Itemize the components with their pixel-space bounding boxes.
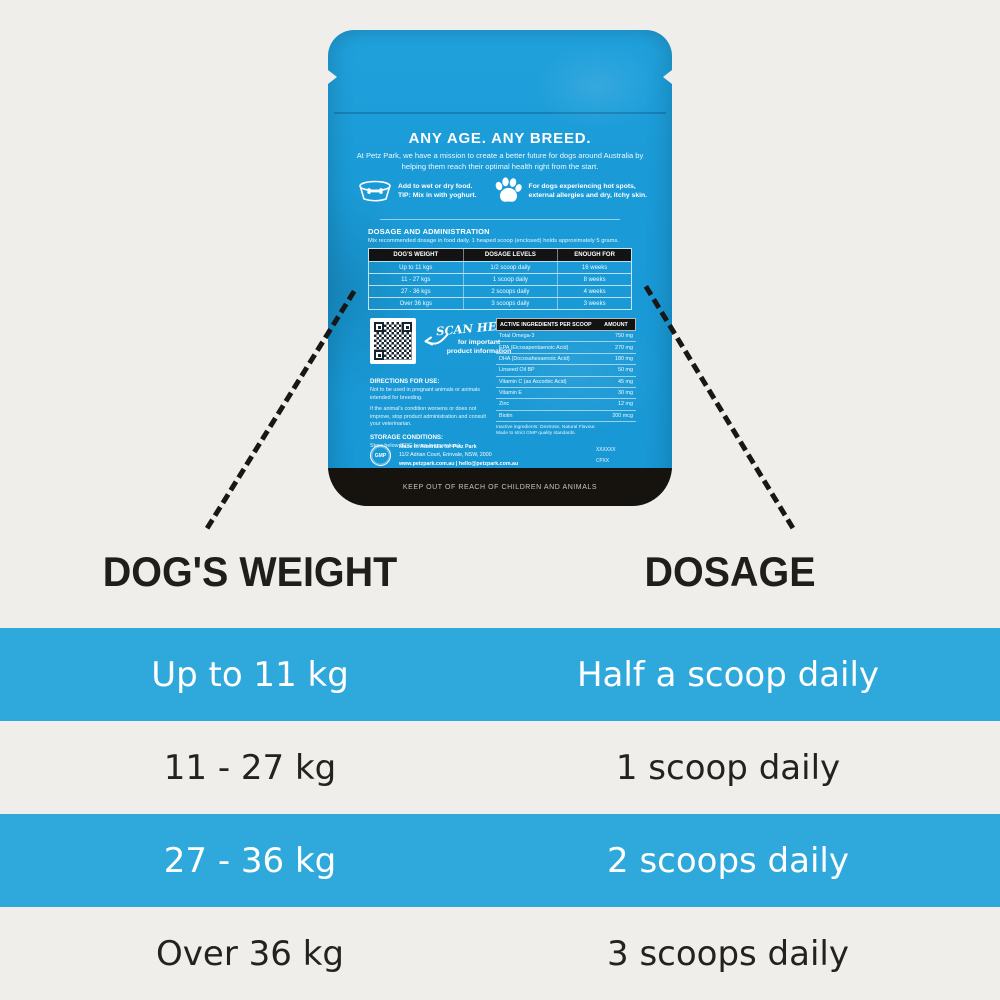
weight-cell: 11 - 27 kg (163, 747, 337, 788)
qr-finder-icon (374, 322, 384, 332)
pouch-dosage-row: Over 36 kgs 3 scoops daily 3 weeks (369, 297, 631, 309)
table-row: 11 - 27 kg 1 scoop daily (0, 721, 1000, 814)
inactive-ingredients-note: Inactive ingredients: Dextrose, Natural … (496, 424, 596, 436)
dosage-cell: 1 scoop daily (615, 747, 841, 788)
pouch-mission-text: At Petz Park, we have a mission to creat… (356, 151, 644, 171)
benefit-callout: For dogs experiencing hot spots, externa… (493, 177, 648, 205)
pouch-col-dosage: DOSAGE LEVELS (462, 249, 558, 261)
pouch-dosage-row: Up to 11 kgs 1/2 scoop daily 16 weeks (369, 261, 631, 273)
dosage-cell: Half a scoop daily (576, 654, 880, 695)
warning-text: KEEP OUT OF REACH OF CHILDREN AND ANIMAL… (402, 483, 598, 491)
qr-code (370, 318, 416, 364)
scan-here-subtitle: for important product information (446, 339, 512, 356)
directions-p2: If the animal's condition worsens or doe… (370, 406, 486, 428)
made-in-line: Made in Australia for Petz Park (399, 444, 477, 450)
storage-title: STORAGE CONDITIONS: (370, 433, 444, 441)
feeding-tip: Add to wet or dry food. TIP: Mix in with… (358, 177, 477, 205)
manufacturer-info: Made in Australia for Petz Park 11/2 Adr… (399, 443, 588, 468)
qr-finder-icon (402, 322, 412, 332)
table-row: Over 36 kg 3 scoops daily (0, 907, 1000, 1000)
ingredient-row: Biotin 200 mcg (496, 411, 636, 422)
ingredient-row: Vitamin C (as Ascorbic Acid) 45 mg (496, 377, 636, 388)
address-line: 11/2 Adrian Court, Erinvale, NSW, 2000 (399, 452, 492, 459)
active-ingredients-header: ACTIVE INGREDIENTS PER SCOOP AMOUNT (496, 318, 636, 331)
ingredient-row: Vitamin E 30 mg (496, 388, 636, 400)
dosage-admin-title: DOSAGE AND ADMINISTRATION (368, 227, 490, 236)
table-row: 27 - 36 kg 2 scoops daily (0, 814, 1000, 907)
ingredient-row: DHA (Docosahexaenoic Acid) 180 mg (496, 354, 636, 366)
paw-icon (495, 177, 522, 202)
pouch-dosage-row: 27 - 36 kgs 2 scoops daily 4 weeks (369, 285, 631, 297)
dosage-administration-section: DOSAGE AND ADMINISTRATION Mix recommende… (368, 227, 632, 310)
dosage-cell: 3 scoops daily (607, 933, 849, 974)
dog-bowl-icon (359, 180, 391, 202)
benefit-text: For dogs experiencing hot spots, externa… (528, 182, 648, 199)
weight-cell: 27 - 36 kg (163, 840, 337, 881)
directions-title: DIRECTIONS FOR USE: (370, 378, 440, 385)
pouch-headline: ANY AGE. ANY BREED. (408, 130, 592, 147)
pouch-seal-seam (334, 108, 666, 114)
directions-p1: Not to be used in pregnant animals or an… (370, 387, 480, 401)
feeding-tip-text: Add to wet or dry food. TIP: Mix in with… (398, 182, 477, 199)
tear-notch-left (328, 70, 337, 84)
curved-arrow-icon (424, 334, 448, 346)
pouch-col-enough: ENOUGH FOR (557, 249, 631, 261)
batch-code: XXXXXX (596, 447, 616, 454)
ingredient-row: Zinc 12 mg (496, 399, 636, 411)
ingredient-row: Total Omega-3 750 mg (496, 331, 636, 343)
table-row: Up to 11 kg Half a scoop daily (0, 628, 1000, 721)
pouch-dosage-table-header: DOG'S WEIGHT DOSAGE LEVELS ENOUGH FOR (369, 249, 631, 261)
pouch-col-weight: DOG'S WEIGHT (393, 252, 439, 258)
active-ingredients-table: ACTIVE INGREDIENTS PER SCOOP AMOUNT Tota… (496, 318, 636, 442)
pouch-footer: GMP Made in Australia for Petz Park 11/2… (370, 443, 648, 468)
dosage-cell: 2 scoops daily (607, 840, 849, 881)
warning-band: KEEP OUT OF REACH OF CHILDREN AND ANIMAL… (328, 468, 672, 506)
feature-callouts: Add to wet or dry food. TIP: Mix in with… (358, 177, 658, 205)
qr-pattern (374, 322, 412, 360)
pouch-dosage-row: 11 - 27 kgs 1 scoop daily 8 weeks (369, 273, 631, 285)
dosage-table: Up to 11 kg Half a scoop daily 11 - 27 k… (0, 628, 1000, 1000)
pouch-dosage-table: DOG'S WEIGHT DOSAGE LEVELS ENOUGH FOR Up… (368, 248, 632, 310)
exp-code: CPXX (596, 457, 609, 464)
weight-cell: Up to 11 kg (151, 654, 349, 695)
directions-section: DIRECTIONS FOR USE: Not to be used in pr… (370, 378, 488, 454)
weight-column-header: DOG'S WEIGHT (102, 548, 398, 595)
dosage-column-header: DOSAGE (644, 548, 816, 595)
scan-here-callout: SCAN HERE for important product informat… (422, 318, 538, 356)
qr-finder-icon (374, 350, 384, 360)
tear-notch-right (663, 70, 672, 84)
storage-text: Store below 30°C (room temperature). (370, 442, 462, 449)
ingredient-row: Linseed Oil BP 50 mg (496, 365, 636, 377)
contact-line: www.petzpark.com.au | hello@petzpark.com… (399, 460, 519, 467)
gmp-stamp-icon: GMP (370, 445, 391, 467)
weight-cell: Over 36 kg (156, 933, 344, 974)
ingredient-row: EPA (Eicosapentaenoic Acid) 270 mg (496, 342, 636, 354)
pouch-divider (380, 219, 620, 220)
dosage-admin-subtitle: Mix recommended dosage in food daily. 1 … (368, 238, 619, 244)
product-pouch: ANY AGE. ANY BREED. At Petz Park, we hav… (328, 30, 672, 506)
dosage-table-headers: DOG'S WEIGHT DOSAGE (0, 551, 1000, 593)
batch-codes: XXXXXX CPXX (596, 445, 648, 466)
